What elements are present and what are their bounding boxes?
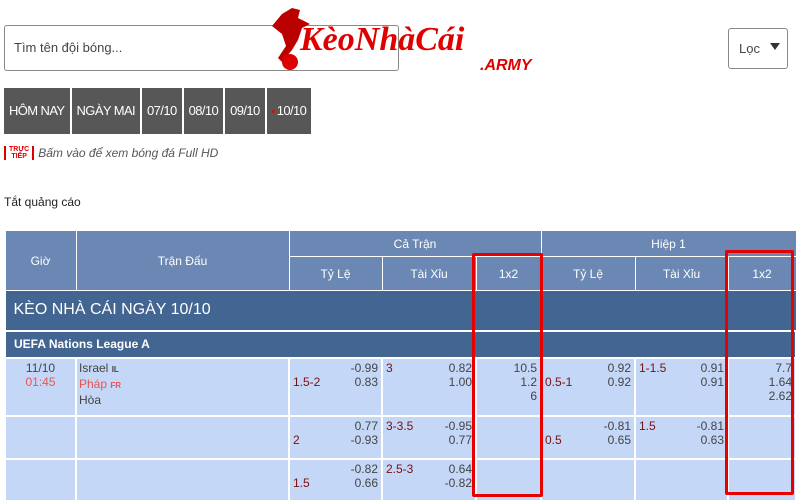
odds-price[interactable]: -0.81 (696, 418, 724, 433)
match-time: 11/10 01:45 (4, 356, 77, 417)
half-handicap-cell[interactable]: 0.5-1 0.92 0.92 (540, 356, 636, 417)
odds-1x2[interactable]: 2.62 (768, 388, 793, 403)
odds-price[interactable]: -0.82 (444, 475, 472, 490)
live-text: Bấm vào để xem bóng đá Full HD (38, 146, 219, 160)
header-handicap: Tỷ Lệ (288, 256, 383, 291)
active-dot-icon (271, 110, 275, 114)
handicap-cell[interactable]: 1.5 -0.82 0.66 (288, 457, 383, 502)
odds-price[interactable]: 0.63 (700, 432, 724, 447)
tab-label: 10/10 (276, 103, 307, 118)
odds-price[interactable]: 1.00 (448, 374, 472, 389)
half-x12-cell[interactable]: 7.7 1.64 2.62 (726, 356, 798, 417)
filter-label: Lọc (739, 41, 760, 56)
empty-cell (4, 414, 77, 460)
section-title: KÈO NHÀ CÁI NGÀY 10/10 (4, 290, 797, 331)
live-badge-icon: TRỰC TIẾP (4, 146, 35, 160)
half-handicap-cell[interactable] (540, 457, 636, 502)
header-1x2: 1x2 (475, 256, 542, 291)
odds-line: 0.5-1 (545, 374, 573, 389)
odds-price[interactable]: 0.77 (354, 418, 378, 433)
x12-cell[interactable]: 10.5 1.2 6 (475, 356, 542, 417)
header-half-1x2: 1x2 (727, 256, 797, 291)
table-row: 2 0.77 -0.93 3-3.5 -0.95 0.77 0.5 -0.81 0.65 1.5-… (4, 414, 798, 460)
empty-cell (75, 414, 290, 460)
odds-price[interactable]: -0.93 (350, 432, 378, 447)
site-logo: KèoNhàCái .ARMY (272, 8, 533, 74)
odds-1x2[interactable]: 1.64 (768, 374, 793, 389)
odds-line: 1.5-2 (293, 374, 321, 389)
odds-1x2[interactable]: 10.5 (513, 360, 537, 375)
svg-text:KèoNhàCái: KèoNhàCái (299, 21, 465, 58)
header-half-handicap: Tỷ Lệ (540, 256, 636, 291)
odds-price[interactable]: 0.83 (354, 374, 378, 389)
live-stream-link[interactable]: TRỰC TIẾP Bấm vào để xem bóng đá Full HD (4, 146, 218, 160)
odds-price[interactable]: 0.64 (448, 461, 472, 476)
header-ou: Tài Xỉu (381, 256, 477, 291)
odds-line: 2 (293, 432, 300, 447)
filter-dropdown[interactable]: Lọc (728, 28, 788, 69)
half-x12-cell[interactable] (726, 414, 798, 460)
x12-cell[interactable] (475, 414, 542, 460)
search-input[interactable]: Tìm tên đội bóng... (4, 25, 399, 71)
ou-cell[interactable]: 2.5-3 0.64 -0.82 (381, 457, 477, 502)
half-ou-cell[interactable]: 1.5 -0.81 0.63 (634, 414, 729, 460)
highlight-1x2-full (472, 253, 543, 497)
odds-1x2[interactable]: 1.2 (520, 374, 537, 389)
table-row: 11/10 01:45 Israel IL Pháp FR Hòa 1.5-2 -0.99… (4, 356, 798, 417)
odds-table: Giờ Trận Đấu Cả Trận Hiệp 1 Tỷ Lệ Tài Xỉ… (3, 230, 798, 502)
empty-cell (4, 457, 77, 502)
odds-line: 2.5-3 (386, 461, 414, 476)
odds-price[interactable]: 0.91 (700, 360, 724, 375)
tab-today[interactable]: HÔM NAY (4, 88, 70, 134)
header-half-ou: Tài Xỉu (634, 256, 729, 291)
odds-line: 1.5 (639, 418, 656, 433)
odds-price[interactable]: -0.95 (444, 418, 472, 433)
table-row: 1.5 -0.82 0.66 2.5-3 0.64 -0.82 (4, 457, 798, 502)
odds-price[interactable]: 0.66 (354, 475, 378, 490)
half-handicap-cell[interactable]: 0.5 -0.81 0.65 (540, 414, 636, 460)
header-time: Giờ (4, 230, 77, 291)
match-teams[interactable]: Israel IL Pháp FR Hòa (75, 356, 290, 417)
tab-0710[interactable]: 07/10 (142, 88, 182, 134)
ou-cell[interactable]: 3 0.82 1.00 (381, 356, 477, 417)
caret-down-icon (770, 43, 780, 50)
odds-1x2[interactable]: 7.7 (775, 360, 793, 375)
tab-0910[interactable]: 09/10 (225, 88, 265, 134)
odds-price[interactable]: -0.81 (603, 418, 631, 433)
tab-tomorrow[interactable]: NGÀY MAI (71, 88, 141, 134)
half-ou-cell[interactable]: 1-1.5 0.91 0.91 (634, 356, 729, 417)
handicap-cell[interactable]: 2 0.77 -0.93 (288, 414, 383, 460)
odds-price[interactable]: 0.92 (607, 360, 631, 375)
half-ou-cell[interactable] (634, 457, 729, 502)
odds-line: 3-3.5 (386, 418, 414, 433)
odds-price[interactable]: 0.92 (607, 374, 631, 389)
odds-price[interactable]: 0.65 (607, 432, 631, 447)
disable-ads-link[interactable]: Tắt quảng cáo (4, 195, 81, 209)
odds-line: 1.5 (293, 475, 310, 490)
handicap-cell[interactable]: 1.5-2 -0.99 0.83 (288, 356, 383, 417)
highlight-1x2-half (725, 250, 794, 495)
tab-1010[interactable]: 10/10 (266, 88, 312, 134)
header-full: Cả Trận (288, 230, 542, 257)
odds-price[interactable]: 0.77 (448, 432, 472, 447)
header-match: Trận Đấu (75, 230, 290, 291)
date-tabs: HÔM NAY NGÀY MAI 07/10 08/10 09/10 10/10 (4, 88, 312, 134)
league-name: UEFA Nations League A (3, 329, 798, 359)
odds-price[interactable]: -0.82 (350, 461, 378, 476)
odds-line: 1-1.5 (639, 360, 667, 375)
ou-cell[interactable]: 3-3.5 -0.95 0.77 (381, 414, 477, 460)
odds-price[interactable]: 0.91 (700, 374, 724, 389)
odds-1x2[interactable]: 6 (530, 388, 537, 403)
odds-price[interactable]: 0.82 (448, 360, 472, 375)
header-half: Hiệp 1 (540, 230, 797, 257)
tab-0810[interactable]: 08/10 (183, 88, 224, 134)
odds-line: 3 (386, 360, 393, 375)
odds-price[interactable]: -0.99 (350, 360, 378, 375)
svg-text:.ARMY: .ARMY (480, 57, 533, 74)
empty-cell (75, 457, 290, 502)
odds-line: 0.5 (545, 432, 562, 447)
